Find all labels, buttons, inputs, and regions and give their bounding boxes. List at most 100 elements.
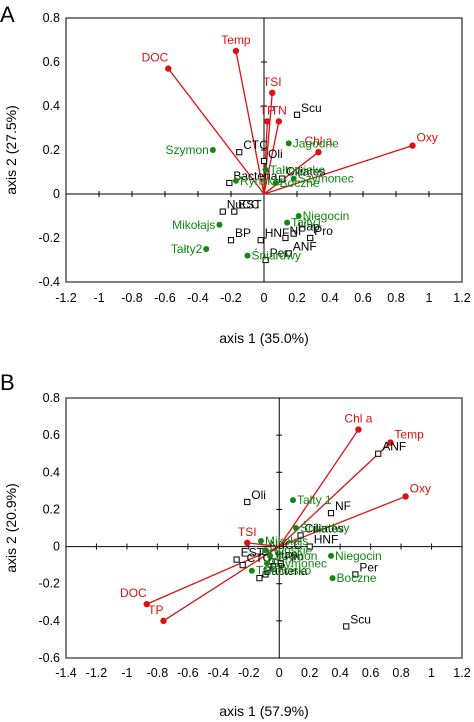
y-tick-label: 0.4	[43, 465, 60, 479]
vector-point-chl-a	[355, 426, 362, 433]
taxon-label-scu: Scu	[350, 612, 371, 626]
lake-label-rynskie: Ryńskie	[240, 174, 283, 188]
lake-label-talty1: Tałty1	[291, 216, 323, 230]
taxon-point-anf	[375, 450, 382, 457]
lake-point-szymonec	[264, 560, 271, 567]
lake-point-talty-1	[289, 497, 296, 504]
x-tick-label: 0	[261, 291, 268, 305]
taxon-point-ciliates	[297, 532, 304, 539]
x-tick-label: 1	[428, 666, 435, 680]
lake-label-taltowisko: Tałtowisko	[256, 564, 312, 578]
x-tick-label: -0.8	[147, 666, 169, 680]
taxon-point-nucc	[219, 208, 226, 215]
vector-label-temp: Temp	[394, 428, 424, 442]
vector-point-temp	[232, 47, 240, 55]
x-tick-label: -0.4	[208, 666, 230, 680]
vector-label-temp: Temp	[221, 33, 251, 47]
x-axis-label: axis 1 (35.0%)	[219, 330, 308, 346]
taxon-point-bp	[262, 571, 269, 578]
lake-label-szymonec: Szymonec	[298, 172, 354, 186]
taxon-label-bp: BP	[270, 560, 286, 574]
taxon-point-hap	[290, 230, 297, 237]
taxon-label-est: EST	[238, 198, 262, 212]
y-axis-label: axis 2 (27.5%)	[3, 105, 19, 194]
y-tick-label: -0.4	[38, 275, 60, 289]
vector-tsi	[247, 542, 280, 548]
y-tick-label: 0.2	[43, 143, 60, 157]
vector-label-oxy: Oxy	[417, 131, 438, 145]
x-tick-label: -1.2	[55, 291, 77, 305]
x-tick-label: -0.6	[177, 666, 199, 680]
lake-label-mikolajs: Mikołajs	[172, 218, 215, 232]
vector-point-doc	[143, 600, 150, 608]
y-tick-label: 0.6	[43, 55, 60, 69]
taxon-point-oli	[244, 498, 251, 506]
lake-label-talty2: Tałty2	[171, 242, 203, 256]
taxon-label-ciliates: Ciliates	[305, 521, 344, 535]
lake-point-niegocin	[295, 213, 302, 219]
lake-label-szymonec: Szymonec	[271, 556, 327, 570]
taxon-point-bp	[227, 237, 235, 244]
lake-point-rynskie	[232, 177, 239, 184]
taxon-point-scu	[343, 623, 350, 630]
vector-label-tsi: TSI	[238, 525, 257, 539]
vector-point-chl-a	[315, 149, 322, 156]
vector-point-tn	[275, 118, 283, 125]
vector-label-tn: TN	[271, 103, 287, 117]
taxon-point-ctc	[239, 562, 246, 569]
taxon-point-per	[352, 571, 359, 578]
y-tick-label: 0.6	[43, 428, 60, 442]
vector-chl-a	[278, 429, 359, 547]
vector-tp	[163, 546, 280, 622]
lake-point-talty2	[203, 246, 210, 252]
vector-temp	[235, 50, 265, 195]
y-tick-label: -0.4	[38, 614, 60, 628]
taxon-point-hnf	[306, 543, 313, 550]
vector-chl-a	[263, 151, 319, 195]
taxon-label-oli: Oli	[268, 147, 283, 161]
taxon-label-hnf: HNF	[314, 533, 339, 547]
vector-label-doc: DOC	[142, 51, 169, 65]
vector-point-tsi	[244, 539, 251, 547]
lake-point-talty1	[284, 219, 291, 226]
x-tick-label: -1.2	[86, 666, 108, 680]
lake-point-taltowisko	[262, 166, 269, 173]
taxon-point-scu	[293, 111, 301, 118]
taxon-point-per	[262, 256, 269, 264]
taxon-point-bacteria	[226, 179, 233, 187]
y-tick-label: -0.2	[38, 231, 60, 245]
panel-label-b: B	[0, 370, 15, 395]
x-axis-label: axis 1 (57.9%)	[219, 703, 308, 719]
x-tick-label: 0.8	[387, 291, 404, 305]
taxon-point-hnf	[257, 237, 264, 244]
vector-point-tp	[264, 118, 271, 125]
lake-label-szymon: Szymon	[274, 549, 317, 563]
lake-label-szymon: Szymon	[165, 143, 208, 157]
lake-point-jagodne	[285, 140, 292, 147]
taxon-label-hap: Hap	[276, 547, 298, 561]
x-tick-label: 0.6	[362, 666, 379, 680]
ordination-plot-b: -1.4 -1.2 -1 -0.8 -0.6 -0.4 -0.2 0 0.2 0.4 0.6 0.8 1…	[3, 391, 471, 719]
y-tick-label: 0	[53, 540, 60, 554]
taxon-point-ciliates	[279, 175, 286, 182]
taxon-label-nf: NF	[289, 224, 305, 238]
taxon-label-scu: Scu	[301, 101, 322, 115]
x-tick-label: 0.8	[392, 666, 409, 680]
taxon-label-anf: ANF	[382, 440, 406, 454]
lake-point-boczne	[272, 180, 279, 186]
taxon-label-per: Per	[270, 246, 289, 260]
taxon-point-est	[231, 208, 238, 215]
ordination-plot-a: -1.2 -1 -0.8 -0.6 -0.4 -0.2 0 0.2 0.4 0.6 0.8 1 1.2 -…	[3, 11, 471, 346]
taxon-point-pro	[277, 560, 284, 567]
y-tick-label: 0.2	[43, 502, 60, 516]
x-tick-label: 0.2	[288, 291, 305, 305]
y-tick-label: 0	[53, 187, 60, 201]
lake-label-mikolajs: Mikołajs	[265, 534, 308, 548]
vector-point-oxy	[402, 493, 409, 500]
y-tick-label: -0.6	[38, 651, 60, 665]
vector-point-oxy	[409, 142, 416, 149]
lake-label-taltowisko: Tałtowisko	[270, 163, 326, 177]
lake-point-mikolajs	[216, 221, 223, 228]
vector-point-tp	[160, 617, 167, 625]
lake-point-taltowisko	[248, 567, 255, 574]
